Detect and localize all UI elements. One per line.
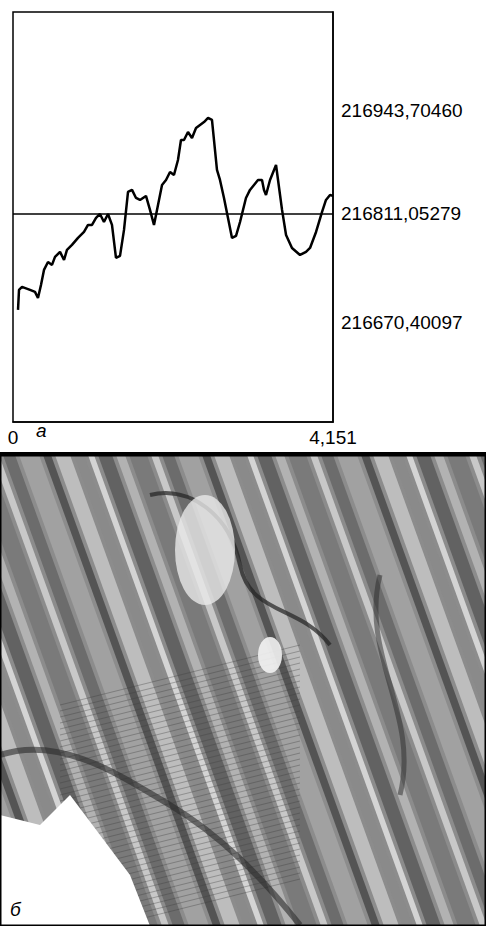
svg-text:0: 0 [8,427,19,448]
svg-text:4,151: 4,151 [309,427,357,448]
html-text:а: а [36,420,47,441]
svg-text:216811,05279: 216811,05279 [341,203,461,224]
html-text:б: б [10,899,21,920]
svg-text:216670,40097: 216670,40097 [341,312,463,333]
svg-text:216943,70460: 216943,70460 [341,100,463,121]
